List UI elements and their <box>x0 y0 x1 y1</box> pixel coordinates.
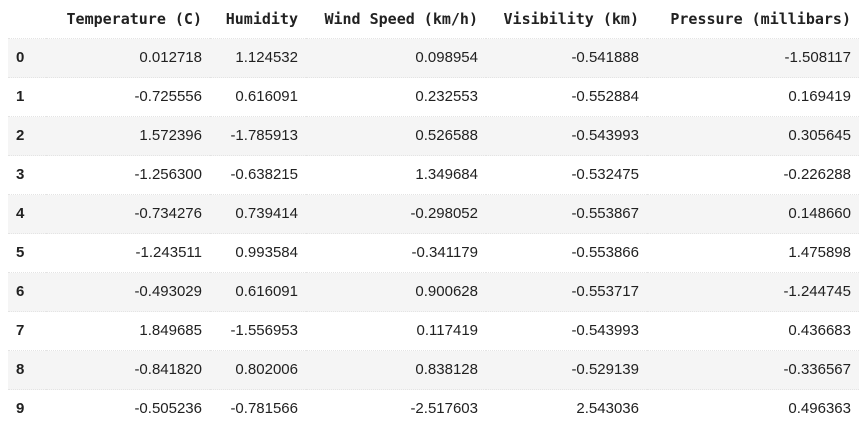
column-header-wind-speed: Wind Speed (km/h) <box>306 0 486 39</box>
table-row: 9 -0.505236 -0.781566 -2.517603 2.543036… <box>8 390 859 428</box>
header-row: Temperature (C) Humidity Wind Speed (km/… <box>8 0 859 39</box>
table-cell: -1.556953 <box>210 312 306 351</box>
table-cell: 1.124532 <box>210 39 306 78</box>
table-cell: -0.552884 <box>486 78 647 117</box>
table-cell: -1.785913 <box>210 117 306 156</box>
table-cell: -0.532475 <box>486 156 647 195</box>
table-cell: 0.838128 <box>306 351 486 390</box>
table-cell: -0.725556 <box>46 78 210 117</box>
table-cell: 0.993584 <box>210 234 306 273</box>
table-cell: -0.553717 <box>486 273 647 312</box>
table-cell: 2.543036 <box>486 390 647 428</box>
row-index: 2 <box>8 117 46 156</box>
table-cell: 0.436683 <box>647 312 859 351</box>
dataframe-output: Temperature (C) Humidity Wind Speed (km/… <box>8 0 859 428</box>
table-row: 1 -0.725556 0.616091 0.232553 -0.552884 … <box>8 78 859 117</box>
row-index: 1 <box>8 78 46 117</box>
table-cell: -0.298052 <box>306 195 486 234</box>
table-cell: 0.802006 <box>210 351 306 390</box>
table-cell: -1.243511 <box>46 234 210 273</box>
table-cell: -0.734276 <box>46 195 210 234</box>
table-cell: -2.517603 <box>306 390 486 428</box>
table-cell: -0.529139 <box>486 351 647 390</box>
table-cell: 0.900628 <box>306 273 486 312</box>
table-row: 3 -1.256300 -0.638215 1.349684 -0.532475… <box>8 156 859 195</box>
row-index: 0 <box>8 39 46 78</box>
table-cell: -0.553867 <box>486 195 647 234</box>
table-cell: -0.553866 <box>486 234 647 273</box>
table-row: 8 -0.841820 0.802006 0.838128 -0.529139 … <box>8 351 859 390</box>
column-header-temperature: Temperature (C) <box>46 0 210 39</box>
table-cell: -0.841820 <box>46 351 210 390</box>
table-cell: -0.543993 <box>486 312 647 351</box>
table-cell: -0.638215 <box>210 156 306 195</box>
column-header-visibility: Visibility (km) <box>486 0 647 39</box>
table-cell: 0.148660 <box>647 195 859 234</box>
row-index: 8 <box>8 351 46 390</box>
table-cell: 0.616091 <box>210 78 306 117</box>
table-cell: -0.543993 <box>486 117 647 156</box>
dataframe-table: Temperature (C) Humidity Wind Speed (km/… <box>8 0 859 428</box>
row-index: 3 <box>8 156 46 195</box>
table-cell: 0.012718 <box>46 39 210 78</box>
table-cell: -1.244745 <box>647 273 859 312</box>
table-cell: 1.572396 <box>46 117 210 156</box>
table-cell: 1.475898 <box>647 234 859 273</box>
table-cell: 0.526588 <box>306 117 486 156</box>
table-row: 2 1.572396 -1.785913 0.526588 -0.543993 … <box>8 117 859 156</box>
table-cell: -0.226288 <box>647 156 859 195</box>
row-index: 5 <box>8 234 46 273</box>
table-cell: 0.305645 <box>647 117 859 156</box>
table-cell: -0.341179 <box>306 234 486 273</box>
table-cell: 0.169419 <box>647 78 859 117</box>
row-index: 6 <box>8 273 46 312</box>
table-row: 5 -1.243511 0.993584 -0.341179 -0.553866… <box>8 234 859 273</box>
row-index: 9 <box>8 390 46 428</box>
table-cell: 0.616091 <box>210 273 306 312</box>
table-cell: 1.349684 <box>306 156 486 195</box>
table-cell: 0.739414 <box>210 195 306 234</box>
table-row: 6 -0.493029 0.616091 0.900628 -0.553717 … <box>8 273 859 312</box>
table-cell: -0.781566 <box>210 390 306 428</box>
table-row: 7 1.849685 -1.556953 0.117419 -0.543993 … <box>8 312 859 351</box>
table-cell: -1.256300 <box>46 156 210 195</box>
table-header: Temperature (C) Humidity Wind Speed (km/… <box>8 0 859 39</box>
table-cell: -0.336567 <box>647 351 859 390</box>
index-column-header <box>8 0 46 39</box>
table-cell: -1.508117 <box>647 39 859 78</box>
table-cell: -0.541888 <box>486 39 647 78</box>
table-cell: 0.117419 <box>306 312 486 351</box>
table-cell: 0.232553 <box>306 78 486 117</box>
column-header-pressure: Pressure (millibars) <box>647 0 859 39</box>
row-index: 4 <box>8 195 46 234</box>
row-index: 7 <box>8 312 46 351</box>
table-cell: 1.849685 <box>46 312 210 351</box>
table-cell: -0.493029 <box>46 273 210 312</box>
table-row: 0 0.012718 1.124532 0.098954 -0.541888 -… <box>8 39 859 78</box>
table-cell: 0.496363 <box>647 390 859 428</box>
table-cell: -0.505236 <box>46 390 210 428</box>
table-row: 4 -0.734276 0.739414 -0.298052 -0.553867… <box>8 195 859 234</box>
table-cell: 0.098954 <box>306 39 486 78</box>
column-header-humidity: Humidity <box>210 0 306 39</box>
table-body: 0 0.012718 1.124532 0.098954 -0.541888 -… <box>8 39 859 428</box>
